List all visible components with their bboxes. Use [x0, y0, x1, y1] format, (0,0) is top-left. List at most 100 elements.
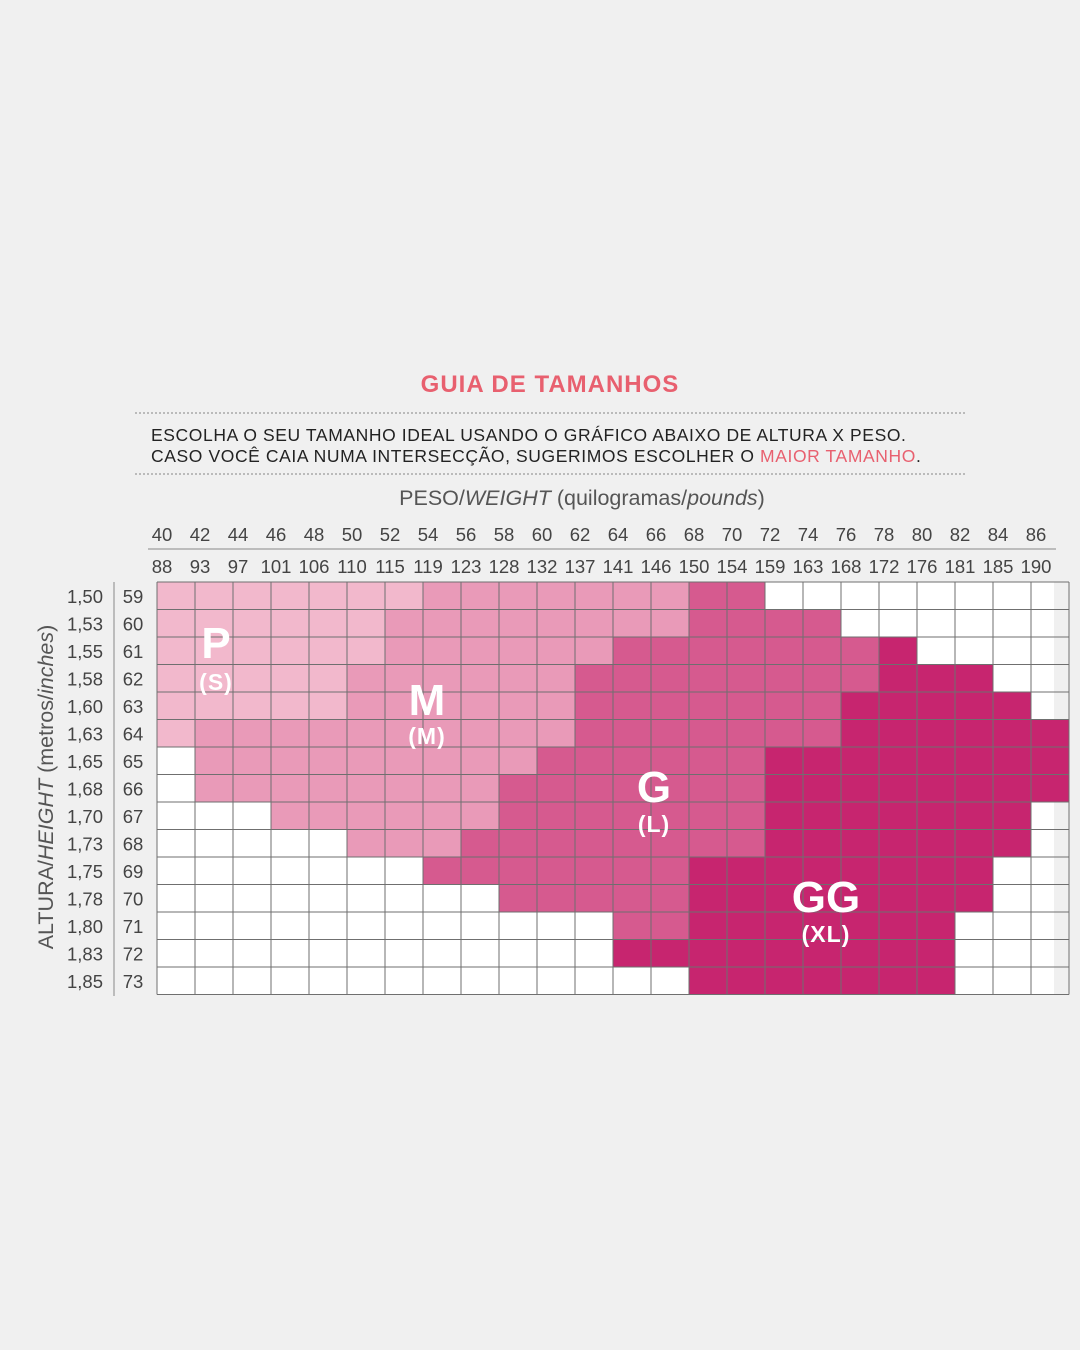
x-tick-lb: 132 — [527, 556, 558, 577]
x-axis-label-part5: ) — [758, 486, 765, 510]
size-cell-g — [727, 774, 765, 802]
size-cell-m — [651, 582, 689, 610]
size-cell-g — [727, 637, 765, 665]
size-labels: P(S) M(M) G(L) GG(XL) — [199, 619, 860, 947]
size-cell-g — [689, 719, 727, 747]
size-cell-g — [727, 692, 765, 720]
size-cell-gg — [841, 747, 879, 775]
y-tick-m: 1,65 — [67, 751, 103, 772]
size-cell-g — [499, 774, 537, 802]
instruction-line-2: CASO VOCÊ CAIA NUMA INTERSECÇÃO, SUGERIM… — [151, 445, 921, 466]
size-cell-g — [613, 774, 651, 802]
x-tick-kg: 82 — [950, 524, 971, 545]
size-cell-g — [841, 664, 879, 692]
size-cell-gg — [917, 912, 955, 940]
x-tick-lb: 163 — [793, 556, 824, 577]
size-cell-g — [651, 637, 689, 665]
size-cell-m — [385, 692, 423, 720]
size-cell-p — [233, 582, 271, 610]
y-axis-label-part2: HEIGHT — [34, 777, 58, 860]
x-tick-kg: 74 — [798, 524, 819, 545]
size-cell-m — [461, 664, 499, 692]
size-cell-gg — [803, 747, 841, 775]
size-cell-g — [613, 719, 651, 747]
size-cell-p — [347, 637, 385, 665]
size-cell-gg — [1031, 774, 1069, 802]
x-tick-lb: 176 — [907, 556, 938, 577]
size-cell-g — [803, 692, 841, 720]
size-sublabel-g: (L) — [638, 811, 670, 837]
instruction-line-1: ESCOLHA O SEU TAMANHO IDEAL USANDO O GRÁ… — [151, 425, 907, 445]
size-cell-g — [689, 582, 727, 610]
size-cell-g — [765, 664, 803, 692]
size-cell-m — [385, 664, 423, 692]
y-tick-in: 61 — [123, 641, 144, 662]
size-cell-g — [651, 912, 689, 940]
x-tick-kg: 86 — [1026, 524, 1047, 545]
size-cell-p — [195, 692, 233, 720]
size-cell-g — [727, 582, 765, 610]
size-cell-m — [195, 774, 233, 802]
size-cell-g — [537, 747, 575, 775]
size-cell-g — [727, 747, 765, 775]
size-cell-g — [461, 829, 499, 857]
size-cell-gg — [803, 857, 841, 885]
size-cell-p — [347, 582, 385, 610]
size-cells — [157, 582, 1069, 995]
size-label-gg: GG — [792, 873, 860, 922]
size-cell-m — [423, 692, 461, 720]
size-cell-g — [499, 829, 537, 857]
size-cell-p — [309, 664, 347, 692]
size-cell-g — [727, 829, 765, 857]
x-tick-lb: 93 — [190, 556, 211, 577]
x-tick-lb: 146 — [641, 556, 672, 577]
size-cell-gg — [765, 939, 803, 967]
size-cell-gg — [879, 967, 917, 995]
size-cell-g — [765, 692, 803, 720]
x-tick-kg: 56 — [456, 524, 477, 545]
size-cell-m — [537, 609, 575, 637]
size-cell-gg — [727, 912, 765, 940]
size-cell-gg — [803, 829, 841, 857]
x-axis-label: PESO/WEIGHT (quilogramas/pounds) — [399, 486, 765, 510]
size-cell-gg — [879, 857, 917, 885]
size-cell-g — [613, 664, 651, 692]
size-cell-m — [461, 609, 499, 637]
size-cell-gg — [727, 967, 765, 995]
x-tick-lb: 181 — [945, 556, 976, 577]
y-tick-m: 1,53 — [67, 613, 103, 634]
size-cell-m — [385, 719, 423, 747]
size-cell-m — [309, 774, 347, 802]
size-cell-g — [613, 829, 651, 857]
x-tick-kg: 60 — [532, 524, 553, 545]
size-cell-m — [423, 829, 461, 857]
y-tick-in: 59 — [123, 586, 144, 607]
size-cell-m — [461, 747, 499, 775]
size-cell-g — [727, 802, 765, 830]
x-tick-lb: 97 — [228, 556, 249, 577]
size-cell-g — [803, 637, 841, 665]
x-axis-label-part4: pounds — [686, 486, 758, 510]
size-cell-gg — [917, 967, 955, 995]
size-cell-m — [385, 609, 423, 637]
size-cell-gg — [955, 692, 993, 720]
size-cell-g — [537, 774, 575, 802]
size-cell-p — [271, 637, 309, 665]
size-cell-gg — [917, 802, 955, 830]
size-cell-p — [195, 664, 233, 692]
size-cell-gg — [917, 692, 955, 720]
size-cell-g — [689, 664, 727, 692]
size-cell-m — [347, 692, 385, 720]
size-cell-g — [499, 857, 537, 885]
size-cell-m — [195, 719, 233, 747]
size-cell-g — [613, 857, 651, 885]
y-tick-in: 70 — [123, 888, 144, 909]
size-cell-g — [689, 774, 727, 802]
y-axis-label: ALTURA/HEIGHT (metros/inches) — [34, 625, 58, 950]
size-cell-g — [651, 857, 689, 885]
x-tick-kg: 46 — [266, 524, 287, 545]
size-cell-gg — [803, 967, 841, 995]
size-cell-m — [271, 774, 309, 802]
size-cell-g — [575, 857, 613, 885]
x-tick-kg: 78 — [874, 524, 895, 545]
